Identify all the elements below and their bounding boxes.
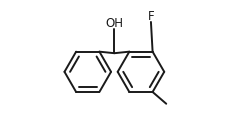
Text: OH: OH [105, 17, 123, 30]
Text: F: F [148, 10, 154, 23]
